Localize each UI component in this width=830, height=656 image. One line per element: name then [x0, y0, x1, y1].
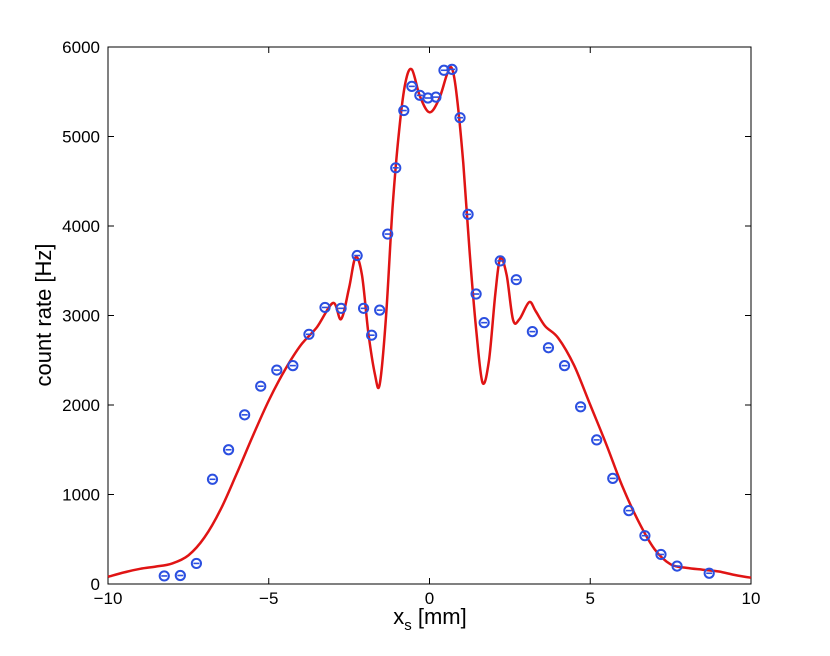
- tick-labels: −10 −5 0 5 10 0 1000 2000 3000 4000 5000 6000: [62, 38, 760, 608]
- data-point: [357, 302, 370, 314]
- data-point: [174, 569, 186, 582]
- data-point: [703, 567, 715, 579]
- data-point: [335, 302, 347, 314]
- y-tick-label: 6000: [62, 38, 100, 57]
- data-point: [190, 557, 203, 570]
- data-point: [623, 505, 635, 517]
- data-point: [454, 112, 466, 124]
- data-point: [319, 301, 331, 314]
- x-tick-label: −5: [259, 589, 278, 608]
- data-point: [158, 570, 170, 582]
- data-points: [158, 63, 715, 582]
- series-line-fit: [107, 65, 752, 579]
- tick-marks: [107, 46, 752, 585]
- data-point: [287, 360, 299, 372]
- data-point: [382, 228, 394, 240]
- data-point: [255, 380, 267, 392]
- data-point: [639, 530, 651, 542]
- y-tick-label: 2000: [62, 396, 100, 415]
- y-tick-label: 3000: [62, 307, 100, 326]
- y-tick-label: 1000: [62, 486, 100, 505]
- plot-area: [107, 46, 752, 585]
- data-point: [239, 409, 251, 421]
- data-point: [222, 444, 235, 456]
- y-tick-label: 0: [91, 575, 100, 594]
- x-tick-label: 10: [742, 589, 761, 608]
- y-tick-label: 5000: [62, 128, 100, 147]
- data-point: [430, 91, 442, 103]
- x-tick-label: 0: [425, 589, 434, 608]
- data-point: [406, 80, 418, 92]
- data-point: [575, 401, 587, 413]
- data-point: [494, 255, 506, 267]
- data-point: [422, 92, 434, 104]
- data-point: [526, 326, 538, 338]
- y-tick-label: 4000: [62, 217, 100, 236]
- data-point: [271, 364, 283, 376]
- data-point: [438, 64, 450, 76]
- data-point: [351, 249, 363, 262]
- data-point: [671, 560, 683, 572]
- data-point: [462, 208, 474, 220]
- data-point: [390, 162, 402, 174]
- data-point: [591, 434, 603, 446]
- data-point: [366, 329, 378, 341]
- data-point: [558, 360, 571, 372]
- data-point: [398, 104, 410, 117]
- data-point: [446, 63, 458, 75]
- data-point: [374, 304, 386, 316]
- data-point: [478, 317, 490, 329]
- data-point: [655, 548, 667, 561]
- data-point: [470, 288, 482, 300]
- x-tick-label: −10: [94, 589, 123, 608]
- data-point: [510, 274, 522, 286]
- data-point: [206, 473, 219, 485]
- data-point: [303, 328, 315, 340]
- x-tick-label: 5: [586, 589, 595, 608]
- x-axis-label: xs [mm]: [393, 604, 467, 634]
- y-axis-label: count rate [Hz]: [31, 243, 56, 386]
- data-point: [542, 342, 555, 354]
- data-point: [607, 472, 619, 484]
